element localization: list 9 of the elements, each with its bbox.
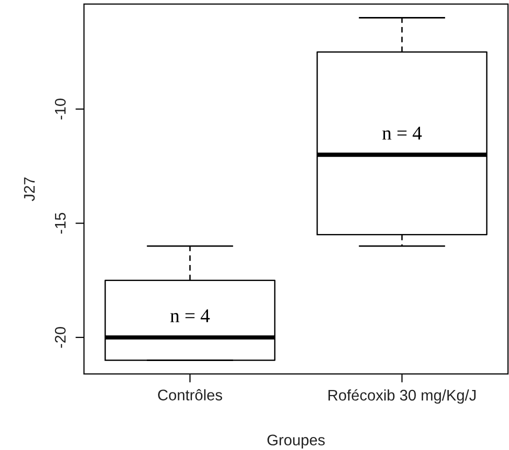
y-tick-label: -10 (54, 98, 66, 120)
x-tick-label: Contrôles (158, 389, 222, 400)
annotation: n = 4 (170, 309, 210, 322)
x-tick-label: Rofécoxib 30 mg/Kg/J (328, 389, 476, 404)
annotation: n = 4 (382, 126, 422, 140)
y-tick-label: -20 (54, 326, 66, 348)
y-axis-title: J27 (24, 177, 35, 202)
y-tick-label: -15 (55, 212, 66, 234)
x-axis-title: Groupes (267, 434, 325, 448)
